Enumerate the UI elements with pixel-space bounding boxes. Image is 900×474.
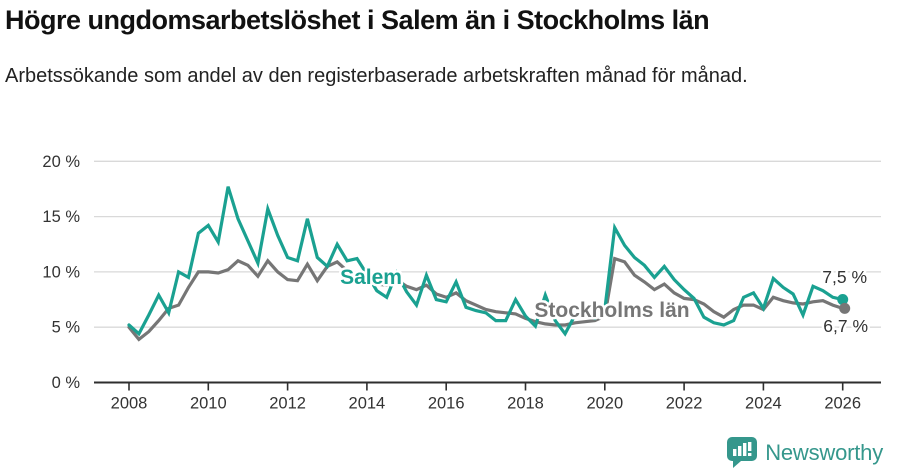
salem-end-value: 7,5 % [822,267,867,287]
stockholm-series-label: Stockholms län [534,299,689,322]
x-axis-label-2008: 2008 [111,395,148,413]
salem-series-label: Salem [340,266,402,289]
newsworthy-logo: Newsworthy [727,437,883,468]
chart-title: Högre ungdomsarbetslöshet i Salem än i S… [5,5,710,35]
x-axis-label-2016: 2016 [428,395,465,413]
x-axis-label-2014: 2014 [349,395,386,413]
x-axis-label-2010: 2010 [190,395,227,413]
salem-end-dot [837,294,849,306]
y-axis-label-5: 5 % [52,319,81,337]
chart-subtitle: Arbetssökande som andel av den registerb… [5,64,748,87]
x-axis-label-2022: 2022 [666,395,703,413]
y-axis-label-10: 10 % [42,263,80,281]
newsworthy-wordmark: Newsworthy [765,439,883,465]
y-axis-label-0: 0 % [52,374,81,392]
x-axis-label-2018: 2018 [507,395,544,413]
y-axis-label-20: 20 % [42,153,80,171]
y-axis-label-15: 15 % [42,208,80,226]
stockholm-end-value: 6,7 % [823,316,868,336]
x-axis-label-2024: 2024 [745,395,782,413]
chart-header: Högre ungdomsarbetslöshet i Salem än i S… [5,4,865,91]
stockholm-end-dot [839,302,851,314]
stockholm-line [127,256,845,342]
x-axis-label-2020: 2020 [586,395,623,413]
newsworthy-bubble-chart-icon [727,437,758,468]
salem-line [127,186,845,337]
x-axis-label-2026: 2026 [824,395,861,413]
x-axis-label-2012: 2012 [269,395,306,413]
